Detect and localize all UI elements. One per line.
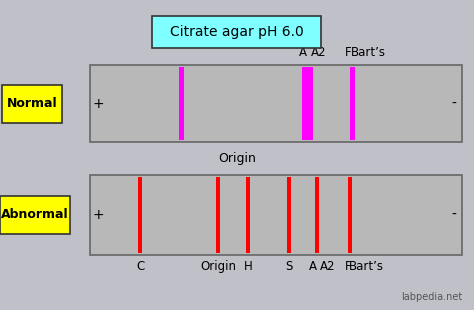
Text: Origin: Origin [218,152,256,165]
FancyBboxPatch shape [2,85,62,122]
Text: S: S [285,260,293,273]
Text: A2: A2 [319,260,335,273]
Text: Citrate agar pH 6.0: Citrate agar pH 6.0 [170,25,304,39]
Text: A: A [309,260,317,273]
Bar [179,67,183,140]
Text: +: + [92,96,104,110]
Bar [315,177,319,253]
FancyBboxPatch shape [0,196,70,234]
Text: H: H [244,260,253,273]
Bar [216,177,220,253]
Text: Bart’s: Bart’s [348,260,383,273]
Text: A2: A2 [311,46,327,59]
Text: Abnormal: Abnormal [1,209,69,222]
Text: -: - [452,96,456,110]
Bar [246,177,250,253]
Bar [287,177,291,253]
Text: Origin: Origin [201,260,237,273]
Bar [90,65,462,142]
Text: A: A [299,46,307,59]
Text: Bart’s: Bart’s [351,46,386,59]
Bar [302,67,313,140]
Text: -: - [452,208,456,222]
Bar [138,177,142,253]
Text: Normal: Normal [7,97,57,110]
Bar [350,67,355,140]
Text: +: + [92,208,104,222]
Text: F: F [345,46,352,59]
Text: C: C [136,260,145,273]
Text: F: F [345,260,351,273]
FancyBboxPatch shape [153,16,321,48]
Bar [90,175,462,255]
Text: labpedia.net: labpedia.net [401,292,462,302]
Bar [348,177,353,253]
